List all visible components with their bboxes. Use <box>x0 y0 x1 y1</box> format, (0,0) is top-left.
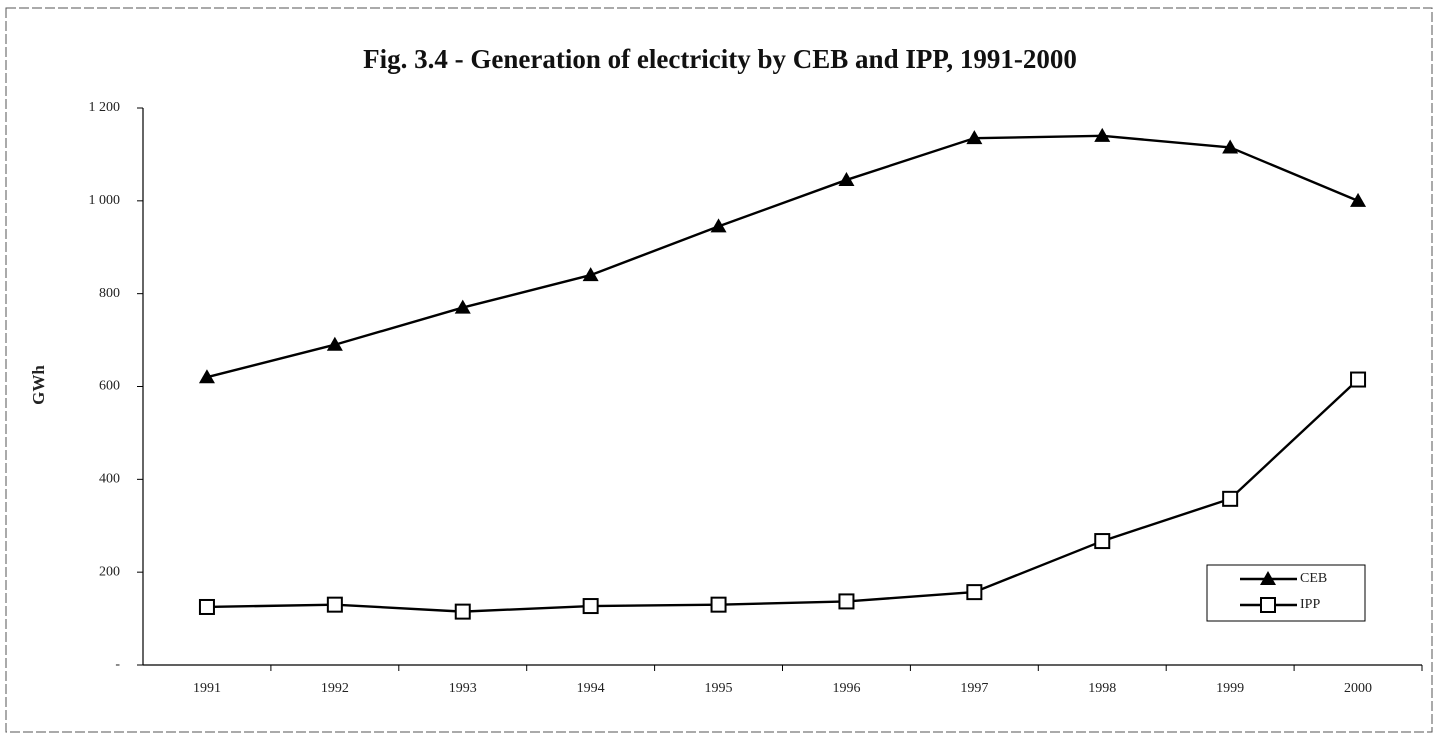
marker <box>710 596 727 613</box>
marker <box>326 596 343 613</box>
marker <box>1350 192 1367 207</box>
y-tick-label: 600 <box>99 379 120 394</box>
chart-border <box>5 7 1433 733</box>
marker <box>710 218 727 233</box>
x-tick-label: 1993 <box>449 681 477 696</box>
y-tick-label: 200 <box>99 564 120 579</box>
y-tick-label: 400 <box>99 472 120 487</box>
marker <box>198 598 215 615</box>
y-tick-label: 1 200 <box>89 100 121 115</box>
marker <box>838 171 855 186</box>
legend-box <box>1206 564 1366 622</box>
chart-title: Fig. 3.4 - Generation of electricity by … <box>363 44 1077 74</box>
marker <box>454 603 471 620</box>
legend-label: CEB <box>1300 571 1327 586</box>
series-line <box>206 378 1359 613</box>
marker <box>966 584 983 601</box>
x-tick-label: 1994 <box>577 681 605 696</box>
marker <box>326 336 343 351</box>
y-tick-label: 800 <box>99 286 120 301</box>
x-tick-label: 1998 <box>1088 681 1116 696</box>
y-tick-label: 1 000 <box>89 193 121 208</box>
y-tick-label: - <box>115 657 120 672</box>
marker <box>838 593 855 610</box>
x-tick-label: 1992 <box>321 681 349 696</box>
x-tick-label: 1991 <box>193 681 221 696</box>
marker <box>966 130 983 145</box>
x-tick-label: 1999 <box>1216 681 1244 696</box>
marker <box>1222 139 1239 154</box>
x-tick-label: 1995 <box>705 681 733 696</box>
marker <box>198 369 215 384</box>
marker <box>1260 571 1276 585</box>
x-tick-label: 1996 <box>832 681 860 696</box>
marker <box>1222 490 1239 507</box>
legend-label: IPP <box>1300 597 1320 612</box>
x-tick-label: 1997 <box>960 681 988 696</box>
marker <box>1260 597 1276 613</box>
series-line <box>206 134 1359 379</box>
marker <box>1094 127 1111 142</box>
marker <box>454 299 471 314</box>
y-axis-title: GWh <box>29 365 48 405</box>
marker <box>582 598 599 615</box>
marker <box>582 267 599 282</box>
marker <box>1094 533 1111 550</box>
marker <box>1350 371 1367 388</box>
x-tick-label: 2000 <box>1344 681 1372 696</box>
